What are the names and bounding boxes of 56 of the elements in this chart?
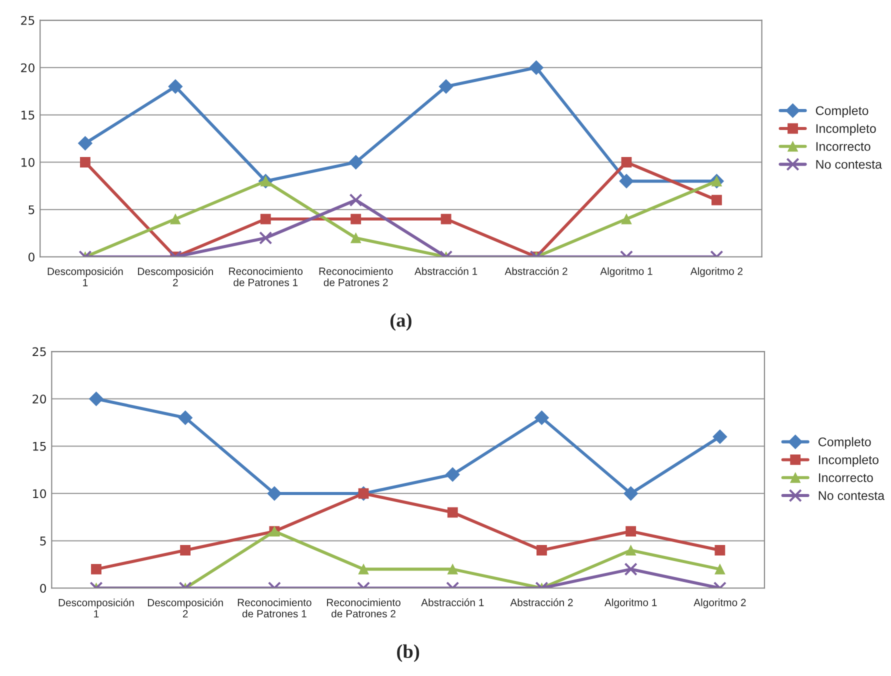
text: (b) bbox=[397, 644, 420, 662]
point bbox=[267, 486, 282, 501]
point bbox=[536, 545, 547, 556]
y-tick-label: 20 bbox=[21, 63, 34, 72]
x-tick-label: Descomposición 1 bbox=[58, 598, 134, 618]
point bbox=[712, 429, 728, 444]
y-tick-label: 15 bbox=[33, 442, 46, 451]
x-tick-label: Reconocimiento de Patrones 2 bbox=[327, 598, 400, 618]
point bbox=[624, 562, 638, 576]
y-tick-label: 10 bbox=[22, 158, 34, 167]
point bbox=[447, 564, 458, 574]
point bbox=[534, 410, 549, 425]
point bbox=[714, 564, 726, 574]
x-tick-label: Descomposición 2 bbox=[138, 267, 213, 286]
y-tick-label: 25 bbox=[32, 347, 46, 356]
point bbox=[89, 392, 104, 406]
point bbox=[714, 545, 726, 556]
legend-label: Incompleto bbox=[816, 124, 876, 136]
x-tick-label: Algoritmo 2 bbox=[694, 598, 746, 608]
y-tick-label: 15 bbox=[22, 110, 34, 120]
point bbox=[626, 526, 636, 537]
x-tick-label: Reconocimiento de Patrones 1 bbox=[229, 267, 303, 286]
text: (a) bbox=[390, 313, 412, 331]
x-tick-label: Abstracción 1 bbox=[421, 598, 484, 606]
point bbox=[178, 410, 193, 425]
point bbox=[358, 564, 369, 574]
legend-label: No contesta bbox=[816, 160, 882, 169]
y-tick-label: 5 bbox=[40, 536, 46, 546]
y-tick-label: 0 bbox=[40, 584, 46, 593]
x-tick-label: Abstracción 2 bbox=[504, 267, 568, 275]
x-tick-label: Algoritmo 1 bbox=[604, 598, 657, 608]
x-tick-label: Algoritmo 2 bbox=[690, 267, 743, 278]
legend-label: Completo bbox=[818, 437, 871, 449]
x-tick-label: Abstracción 2 bbox=[510, 598, 573, 606]
legend-label: No contesta bbox=[818, 491, 885, 500]
legend-label: Incorrecto bbox=[816, 142, 870, 151]
y-tick-label: 0 bbox=[28, 252, 34, 262]
point bbox=[447, 507, 458, 518]
legend-label: Completo bbox=[816, 106, 868, 118]
x-tick-label: Abstracción 1 bbox=[414, 267, 478, 275]
x-tick-label: Reconocimiento de Patrones 1 bbox=[238, 598, 312, 618]
x-tick-label: Descomposición 2 bbox=[148, 598, 223, 618]
y-tick-label: 10 bbox=[33, 489, 46, 498]
y-tick-label: 25 bbox=[21, 16, 34, 25]
legend-label: Incorrecto bbox=[819, 473, 873, 482]
point bbox=[180, 545, 191, 556]
y-tick-label: 20 bbox=[32, 394, 46, 404]
x-tick-label: Algoritmo 1 bbox=[600, 267, 652, 278]
point bbox=[445, 467, 460, 482]
point bbox=[91, 564, 102, 574]
x-tick-label: Reconocimiento de Patrones 2 bbox=[319, 267, 393, 286]
y-tick-label: 5 bbox=[28, 205, 34, 214]
legend-label: Incompleto bbox=[819, 455, 878, 467]
point bbox=[624, 486, 638, 501]
x-tick-label: Descomposición 1 bbox=[48, 267, 123, 286]
point bbox=[626, 545, 636, 556]
